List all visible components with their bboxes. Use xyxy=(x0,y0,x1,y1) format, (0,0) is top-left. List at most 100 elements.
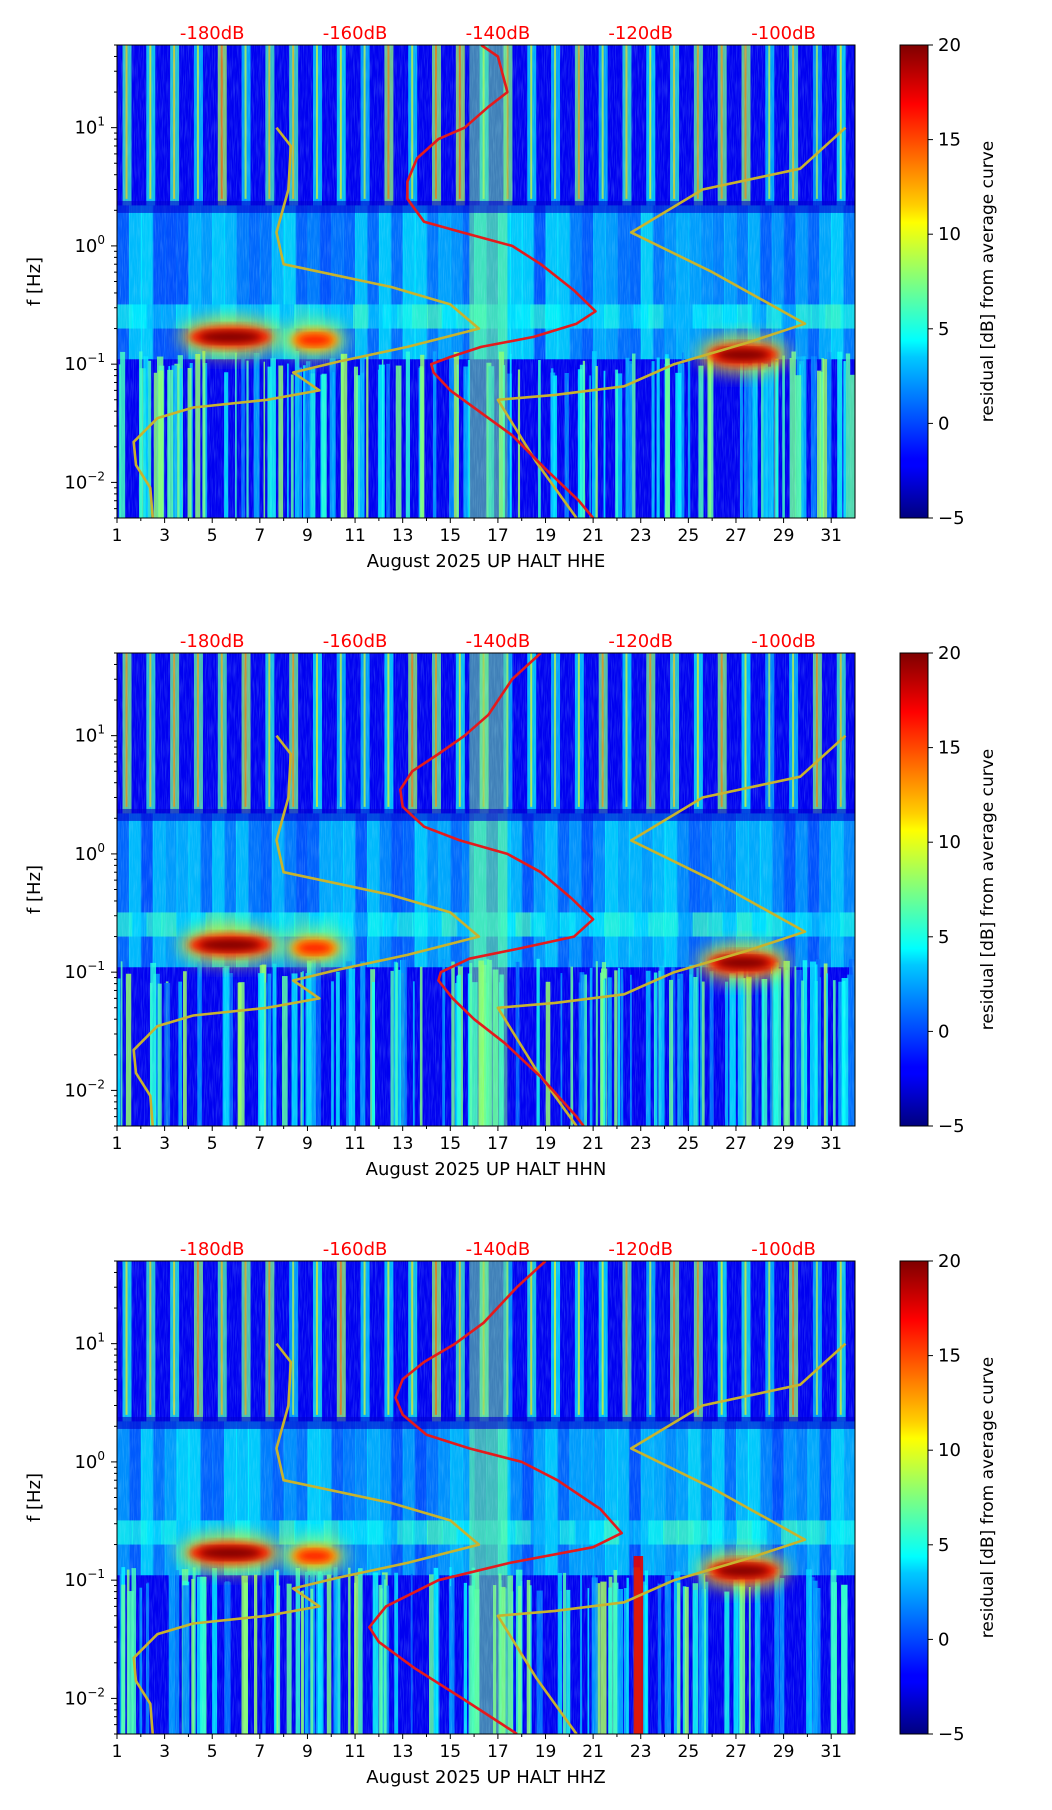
yellow-reference-curve xyxy=(132,734,481,1126)
x-axis-label: August 2025 UP HALT HHZ xyxy=(366,1767,606,1788)
x-tick-label: 13 xyxy=(392,1742,414,1762)
x-tick-label: 13 xyxy=(392,526,414,546)
y-axis-label: f [Hz] xyxy=(24,257,45,306)
x-tick-label: 9 xyxy=(302,526,313,546)
colorbar-tick-label: 15 xyxy=(938,738,961,759)
colorbar-tick-label: −5 xyxy=(938,508,965,529)
x-tick-label: 21 xyxy=(582,526,604,546)
colorbar-tick-label: 5 xyxy=(938,927,949,948)
db-scale-label: -180dB xyxy=(180,1239,245,1260)
x-tick-label: 1 xyxy=(112,1134,123,1154)
db-scale-label: -120dB xyxy=(608,23,673,44)
hot-spot-core xyxy=(296,942,333,955)
db-scale-label: -140dB xyxy=(466,631,531,652)
x-tick-label: 25 xyxy=(678,1742,700,1762)
colorbar-tick-label: 15 xyxy=(938,1346,961,1367)
colorbar-tick-label: 0 xyxy=(938,1629,949,1650)
x-tick-label: 1 xyxy=(112,1742,123,1762)
hot-column xyxy=(633,1556,644,1734)
x-tick-label: 15 xyxy=(439,1742,461,1762)
db-scale-label: -120dB xyxy=(608,631,673,652)
colorbar-gradient xyxy=(899,44,929,519)
x-tick-label: 19 xyxy=(535,526,557,546)
colorbar-tick-label: 15 xyxy=(938,130,961,151)
x-tick-label: 13 xyxy=(392,1134,414,1154)
x-tick-label: 19 xyxy=(535,1742,557,1762)
x-tick-label: 5 xyxy=(207,526,218,546)
colorbar: −5 0 5 10 15 20 residual [dB] from average cur… xyxy=(899,1251,998,1745)
hot-spot-core xyxy=(296,1550,333,1563)
y-tick-label: 10−2 xyxy=(64,1685,105,1709)
hot-spot-core xyxy=(296,334,333,347)
hot-spot-core xyxy=(198,1546,262,1559)
db-scale-label: -160dB xyxy=(323,1239,388,1260)
colorbar-tick-label: −5 xyxy=(938,1116,965,1137)
yellow-reference-curve xyxy=(132,1342,481,1734)
hot-spot-core xyxy=(198,330,262,343)
x-axis-label: August 2025 UP HALT HHE xyxy=(367,551,606,572)
x-tick-label: 23 xyxy=(630,1134,652,1154)
colorbar-tick-label: 5 xyxy=(938,319,949,340)
db-scale-label: -160dB xyxy=(323,23,388,44)
db-scale-label: -140dB xyxy=(466,23,531,44)
x-tick-label: 17 xyxy=(487,1742,509,1762)
x-tick-label: 27 xyxy=(725,526,747,546)
x-tick-label: 29 xyxy=(773,1742,795,1762)
x-tick-label: 11 xyxy=(344,1742,366,1762)
red-average-curve xyxy=(399,653,595,1126)
colorbar-tick-label: 20 xyxy=(938,643,961,664)
colorbar-tick-label: 10 xyxy=(938,1440,961,1461)
colorbar-tick-label: 0 xyxy=(938,1021,949,1042)
x-tick-label: 19 xyxy=(535,1134,557,1154)
x-tick-label: 3 xyxy=(159,1134,170,1154)
y-tick-label: 101 xyxy=(74,1331,105,1355)
db-scale-label: -100dB xyxy=(751,23,816,44)
y-tick-label: 10−1 xyxy=(64,1567,105,1591)
x-tick-label: 27 xyxy=(725,1742,747,1762)
x-tick-label: 11 xyxy=(344,526,366,546)
x-tick-label: 29 xyxy=(773,1134,795,1154)
x-tick-label: 9 xyxy=(302,1134,313,1154)
y-tick-label: 101 xyxy=(74,115,105,139)
y-tick-label: 100 xyxy=(74,841,105,865)
colorbar-tick-label: 10 xyxy=(938,832,961,853)
x-tick-label: 7 xyxy=(254,526,265,546)
x-tick-label: 17 xyxy=(487,526,509,546)
yellow-reference-curve-right xyxy=(496,1342,847,1734)
x-tick-label: 21 xyxy=(582,1134,604,1154)
x-tick-label: 21 xyxy=(582,1742,604,1762)
red-average-curve xyxy=(406,45,597,518)
x-tick-label: 5 xyxy=(207,1742,218,1762)
colorbar-tick-label: 20 xyxy=(938,35,961,56)
y-tick-label: 100 xyxy=(74,233,105,257)
spectrogram-area xyxy=(117,45,855,518)
x-tick-label: 15 xyxy=(439,526,461,546)
y-tick-label: 10−1 xyxy=(64,959,105,983)
dark-gap xyxy=(117,808,855,821)
colorbar-tick-label: 20 xyxy=(938,1251,961,1272)
x-tick-label: 7 xyxy=(254,1742,265,1762)
hot-spot-core xyxy=(716,348,770,361)
x-tick-label: 25 xyxy=(678,526,700,546)
x-tick-label: 5 xyxy=(207,1134,218,1154)
x-tick-label: 3 xyxy=(159,526,170,546)
y-tick-label: 101 xyxy=(74,723,105,747)
yellow-reference-curve xyxy=(132,126,481,518)
x-tick-label: 29 xyxy=(773,526,795,546)
db-scale-label: -100dB xyxy=(751,1239,816,1260)
dark-gap xyxy=(117,200,855,213)
colorbar-tick-label: −5 xyxy=(938,1724,965,1745)
db-scale-label: -120dB xyxy=(608,1239,673,1260)
x-tick-label: 25 xyxy=(678,1134,700,1154)
y-tick-label: 10−2 xyxy=(64,1077,105,1101)
hot-spot-core xyxy=(198,938,262,951)
noise-texture xyxy=(117,1261,855,1734)
x-tick-label: 7 xyxy=(254,1134,265,1154)
x-tick-label: 31 xyxy=(820,1134,842,1154)
x-tick-label: 9 xyxy=(302,1742,313,1762)
